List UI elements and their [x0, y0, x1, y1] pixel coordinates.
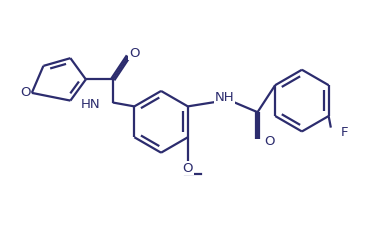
Text: O: O: [129, 47, 139, 60]
Text: O: O: [264, 135, 275, 148]
Text: F: F: [341, 126, 348, 139]
Text: NH: NH: [215, 91, 235, 104]
Text: O: O: [182, 162, 193, 175]
Text: O: O: [20, 86, 30, 99]
Text: HN: HN: [81, 98, 100, 111]
